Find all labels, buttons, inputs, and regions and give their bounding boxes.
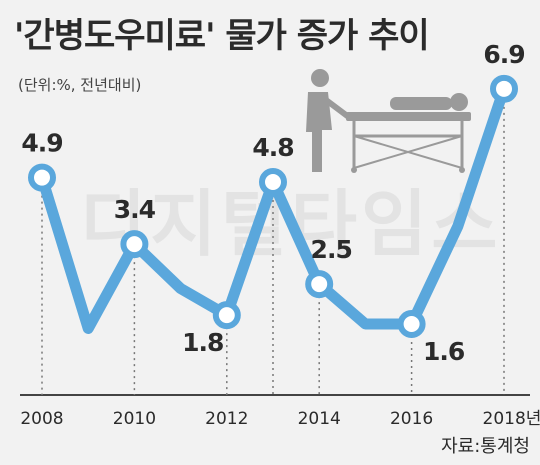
unit-label: (단위:%, 전년대비) xyxy=(18,76,142,94)
data-label: 4.8 xyxy=(252,133,293,162)
data-label: 6.9 xyxy=(483,40,524,69)
x-tick-label: 2010 xyxy=(113,409,156,429)
data-label: 4.9 xyxy=(21,129,62,158)
data-point-marker xyxy=(28,163,56,192)
data-label: 1.8 xyxy=(182,328,223,357)
x-tick-label: 2016 xyxy=(390,409,433,429)
data-point-marker xyxy=(120,230,149,259)
data-point-marker xyxy=(259,168,287,196)
data-point-marker xyxy=(490,74,518,103)
data-label: 3.4 xyxy=(114,195,156,224)
x-tick-label: 2014 xyxy=(298,409,341,429)
x-tick-label: 2018년 xyxy=(483,409,540,429)
data-label: 2.5 xyxy=(311,235,352,264)
chart-title: '간병도우미료' 물가 증가 추이 xyxy=(14,16,430,56)
x-tick-label: 2012 xyxy=(205,409,248,429)
caregiver-with-patient-bed-icon xyxy=(306,69,471,173)
series-line xyxy=(36,83,510,334)
data-point-marker xyxy=(305,270,334,299)
x-tick-label: 2008 xyxy=(20,409,63,429)
source-label: 자료:통계청 xyxy=(441,436,530,457)
data-point-marker xyxy=(397,310,426,338)
data-label: 1.6 xyxy=(423,337,465,366)
data-point-marker xyxy=(212,301,241,330)
